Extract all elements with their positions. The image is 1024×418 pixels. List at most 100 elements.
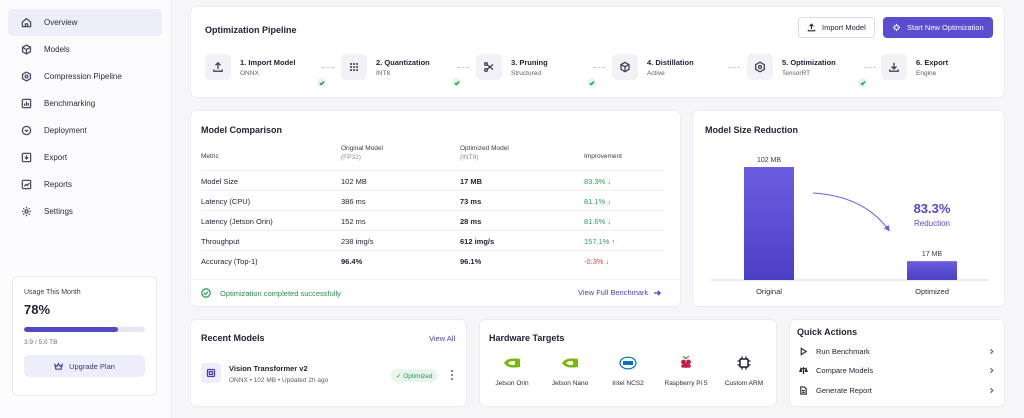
step-connector [728, 67, 740, 68]
report-icon [20, 179, 32, 191]
hardware-name: Raspberry Pi 5 [664, 380, 708, 387]
run-benchmark-action[interactable]: Run Benchmark [799, 342, 995, 360]
quick-actions-card: Quick Actions Run Benchmark Compare Mode… [789, 319, 1005, 407]
sidebar-item-settings[interactable]: Settings [8, 198, 162, 225]
pipeline-step-quantization[interactable]: 2. Quantization INT8 [341, 54, 461, 88]
model-meta: ONNX • 102 MB • Updated 2h ago [229, 377, 329, 384]
more-options-icon[interactable] [449, 368, 455, 382]
sidebar-item-label: Models [44, 45, 70, 54]
generate-report-action[interactable]: Generate Report [799, 381, 995, 399]
pipeline-step-distillation[interactable]: 4. Distillation Active [612, 54, 730, 88]
usage-progress-fill [24, 327, 119, 332]
gear-icon [20, 206, 32, 218]
comparison-title: Model Comparison [201, 125, 283, 135]
cell-original: 102 MB [341, 177, 367, 186]
cell-optimized: 28 ms [460, 217, 482, 226]
table-row: Latency (Jetson Orin) 152 ms 28 ms 81.6%… [201, 210, 665, 230]
action-label: Run Benchmark [816, 346, 870, 356]
arrow-right-icon [654, 289, 662, 296]
cell-original: 386 ms [341, 197, 366, 206]
hardware-target-intel-ncs2[interactable]: Intel NCS2 [600, 354, 656, 394]
chevron-right-icon [990, 367, 994, 373]
sparkle-icon [892, 23, 901, 32]
pipeline-step-import[interactable]: 1. Import Model ONNX [205, 54, 326, 88]
reduction-label: Reduction [914, 219, 950, 228]
pipeline-step-optimization[interactable]: 5. Optimization TensorRT [747, 54, 867, 88]
rocket-icon [20, 125, 32, 137]
hardware-title: Hardware Targets [489, 333, 565, 343]
category-label: Optimized [915, 287, 949, 296]
box-icon [612, 54, 638, 80]
cell-optimized: 73 ms [460, 197, 482, 206]
action-label: Compare Models [816, 365, 874, 375]
sidebar-item-export[interactable]: Export [8, 144, 162, 171]
sidebar-item-benchmarking[interactable]: Benchmarking [8, 90, 162, 117]
divider [191, 279, 680, 280]
cell-original: 152 ms [341, 217, 366, 226]
sidebar-item-models[interactable]: Models [8, 36, 162, 63]
bar-optimized [907, 261, 957, 280]
hardware-targets-card: Hardware Targets Jetson Orin Jetson Nano… [479, 319, 777, 407]
quick-actions-title: Quick Actions [797, 327, 858, 337]
sidebar-item-label: Overview [44, 18, 78, 27]
nvidia-icon [542, 354, 598, 372]
size-bar-chart: 83.3% Reduction 102 MB Original 17 MB Optim… [711, 157, 988, 296]
hardware-target-jetson-nano[interactable]: Jetson Nano [542, 354, 598, 394]
compare-models-action[interactable]: Compare Models [799, 361, 995, 379]
view-full-benchmark-link[interactable]: View Full Benchmark [578, 288, 662, 297]
model-icon [201, 363, 221, 383]
recent-models-title: Recent Models [201, 333, 265, 343]
pipeline-step-pruning[interactable]: 3. Pruning Structured [476, 54, 596, 88]
table-row: Accuracy (Top-1) 96.4% 96.1% -0.3% ↓ [201, 250, 665, 270]
download-icon [881, 54, 907, 80]
raspberry-icon [658, 354, 714, 372]
hardware-name: Jetson Nano [551, 380, 589, 387]
sidebar-item-label: Reports [44, 180, 73, 189]
header-optimized-label: Optimized Model [460, 145, 509, 152]
cell-improvement: 83.3% ↓ [584, 177, 612, 186]
view-all-link[interactable]: View All [429, 334, 456, 343]
step-subtitle: ONNX [240, 70, 259, 77]
import-model-button[interactable]: Import Model [798, 17, 875, 38]
start-optimization-label: Start New Optimization [907, 23, 984, 32]
cell-metric: Throughput [201, 237, 240, 246]
crown-icon [54, 361, 64, 370]
header-original-label: Original Model [341, 145, 383, 152]
upload-icon [205, 54, 231, 80]
pipeline-icon [20, 71, 32, 83]
chevron-right-icon [990, 387, 994, 393]
play-icon [800, 346, 808, 356]
model-comparison-card: Model Comparison Metric Original Model (… [190, 110, 681, 307]
usage-progress-bar [24, 327, 145, 332]
success-status: Optimization completed successfully [201, 288, 341, 298]
start-optimization-button[interactable]: Start New Optimization [883, 17, 993, 38]
hardware-target-jetson-orin[interactable]: Jetson Orin [484, 354, 540, 394]
hardware-target-custom-arm[interactable]: Custom ARM [716, 354, 772, 394]
hardware-name: Intel NCS2 [612, 380, 644, 387]
header-optimized-sub: (INT8) [460, 154, 479, 161]
sidebar-item-overview[interactable]: Overview [8, 9, 162, 36]
scissors-icon [476, 54, 502, 80]
success-message: Optimization completed successfully [220, 288, 341, 298]
cell-improvement: -0.3% ↓ [584, 257, 610, 266]
pipeline-step-export[interactable]: 6. Export Engine [881, 54, 991, 88]
step-name: 4. Distillation [647, 58, 694, 67]
cell-improvement: 157.1% ↑ [584, 237, 616, 246]
size-chart-title: Model Size Reduction [705, 125, 799, 135]
list-item[interactable]: Vision Transformer v2 ONNX • 102 MB • Up… [201, 360, 457, 392]
pipeline-title: Optimization Pipeline [205, 25, 297, 35]
step-name: 1. Import Model [240, 58, 296, 67]
sidebar-item-compression-pipeline[interactable]: Compression Pipeline [8, 63, 162, 90]
bar-value-label: 102 MB [757, 157, 781, 164]
cell-original: 238 img/s [341, 237, 374, 246]
sidebar: Overview Models Compression Pipeline Ben… [0, 0, 172, 418]
model-size-reduction-card: Model Size Reduction 83.3% Reduction 102… [692, 110, 1005, 307]
grid-icon [341, 54, 367, 80]
status-badge: ✓ Optimized [391, 369, 438, 382]
sidebar-item-deployment[interactable]: Deployment [8, 117, 162, 144]
sidebar-item-reports[interactable]: Reports [8, 171, 162, 198]
reduction-value: 83.3% [914, 201, 951, 216]
upgrade-plan-button[interactable]: Upgrade Plan [24, 355, 145, 377]
step-name: 3. Pruning [511, 58, 548, 67]
hardware-target-raspberry-pi-5[interactable]: Raspberry Pi 5 [658, 354, 714, 394]
